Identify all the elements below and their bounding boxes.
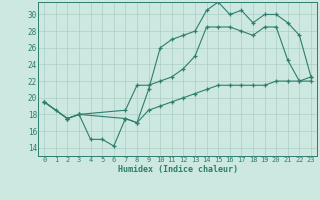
X-axis label: Humidex (Indice chaleur): Humidex (Indice chaleur): [118, 165, 238, 174]
